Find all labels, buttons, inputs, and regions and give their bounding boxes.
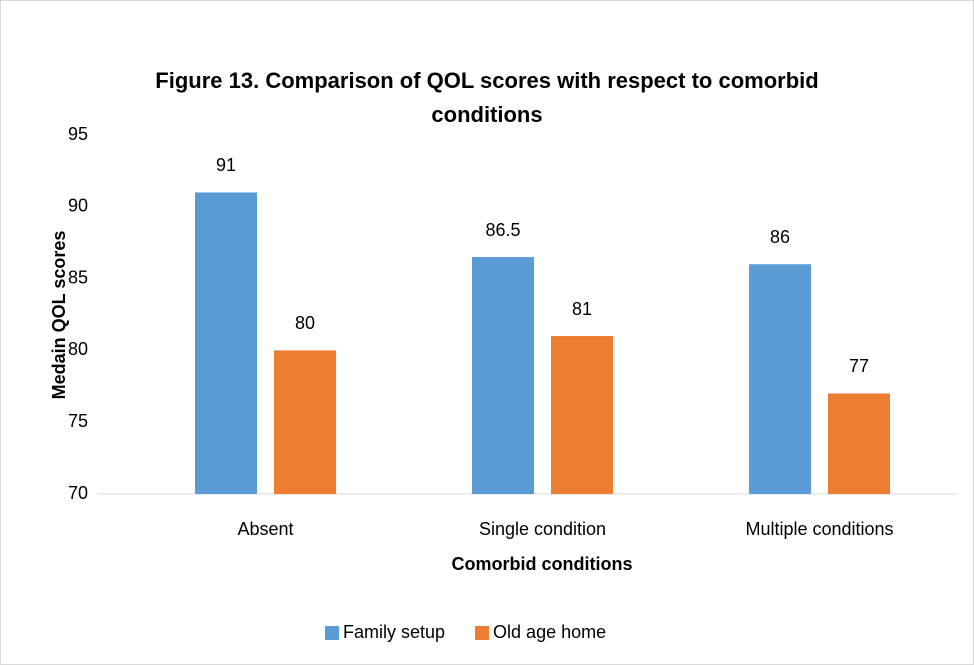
x-axis-title: Comorbid conditions <box>452 554 633 574</box>
bar <box>551 336 613 494</box>
chart-title: Figure 13. Comparison of QOL scores with… <box>155 68 819 127</box>
y-tick-label: 80 <box>68 339 88 359</box>
bar <box>274 350 336 494</box>
y-axis-title: Medain QOL scores <box>49 231 69 400</box>
bar <box>195 192 257 494</box>
y-tick-label: 70 <box>68 483 88 503</box>
y-tick-label: 90 <box>68 196 88 216</box>
y-tick-label: 75 <box>68 411 88 431</box>
x-tick-label: Multiple conditions <box>745 519 893 539</box>
legend-label: Old age home <box>493 622 606 642</box>
data-label: 86.5 <box>485 220 520 240</box>
y-tick-label: 85 <box>68 267 88 287</box>
bar <box>472 257 534 494</box>
x-tick-label: Single condition <box>479 519 606 539</box>
data-label: 77 <box>849 356 869 376</box>
x-tick-label: Absent <box>237 519 293 539</box>
bar <box>828 393 890 494</box>
legend-swatch <box>325 626 339 640</box>
y-tick-label: 95 <box>68 124 88 144</box>
legend-label: Family setup <box>343 622 445 642</box>
data-label: 80 <box>295 313 315 333</box>
data-label: 81 <box>572 299 592 319</box>
data-label: 86 <box>770 227 790 247</box>
legend-swatch <box>475 626 490 640</box>
bar <box>749 264 811 494</box>
data-label: 91 <box>216 155 236 175</box>
